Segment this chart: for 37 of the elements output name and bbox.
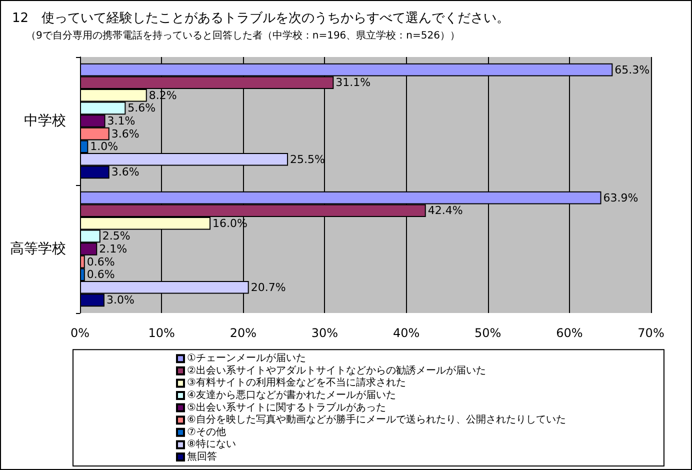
x-tick-label: 20% <box>230 326 256 340</box>
data-label: 2.5% <box>102 230 130 243</box>
x-tick-label: 0% <box>70 326 90 340</box>
data-label: 2.1% <box>99 242 128 256</box>
legend-label: 無回答 <box>187 450 217 462</box>
x-tick-label: 10% <box>148 326 175 340</box>
x-tick-label: 60% <box>556 326 583 340</box>
data-label: 20.7% <box>250 280 286 294</box>
data-label: 3.0% <box>106 294 134 307</box>
x-tick-label: 40% <box>392 326 420 340</box>
y-tick-label: 中学校 <box>24 113 66 129</box>
data-label: 25.5% <box>290 152 325 166</box>
data-label: 31.1% <box>336 76 371 90</box>
legend-label: ⑥自分を映した写真や動画などが勝手にメールで送られたり、公開されたりしていた <box>187 414 566 426</box>
legend-label: ⑤出会い系サイトに関するトラブルがあった <box>187 401 386 414</box>
y-tick-label: 高等学校 <box>10 241 66 257</box>
legend-label: ⑦その他 <box>187 426 226 438</box>
data-label: 3.1% <box>107 114 136 128</box>
x-tick-label: 30% <box>311 326 338 340</box>
x-tick-label: 50% <box>474 326 502 340</box>
data-label: 1.0% <box>90 140 118 154</box>
x-tick-label: 70% <box>638 326 664 340</box>
legend-label: ②出会い系サイトやアダルトサイトなどからの勧誘メールが届いた <box>187 364 486 376</box>
data-label: 63.9% <box>603 191 638 204</box>
legend-label: ③有料サイトの利用料金などを不当に請求された <box>187 376 406 389</box>
data-label: 3.6% <box>111 127 140 140</box>
legend-label: ①チェーンメールが届いた <box>187 353 306 364</box>
legend-label: ⑧特にない <box>187 438 236 450</box>
data-label: 3.6% <box>111 166 140 179</box>
data-label: 65.3% <box>614 63 650 76</box>
data-label: 5.6% <box>128 102 156 115</box>
data-label: 0.6% <box>86 255 115 268</box>
data-label: 42.4% <box>428 204 463 218</box>
chart-subtitle: （9で自分専用の携帯電話を持っていると回答した者（中学校：n=196、県立学校：n=526）） <box>26 30 460 42</box>
legend-label: ④友達から悪口などが書かれたメールが届いた <box>187 389 396 401</box>
chart-title: 12 使っていて経験したことがあるトラブルを次のうちからすべて選んでください。 <box>12 11 510 26</box>
data-label: 0.6% <box>86 268 115 282</box>
